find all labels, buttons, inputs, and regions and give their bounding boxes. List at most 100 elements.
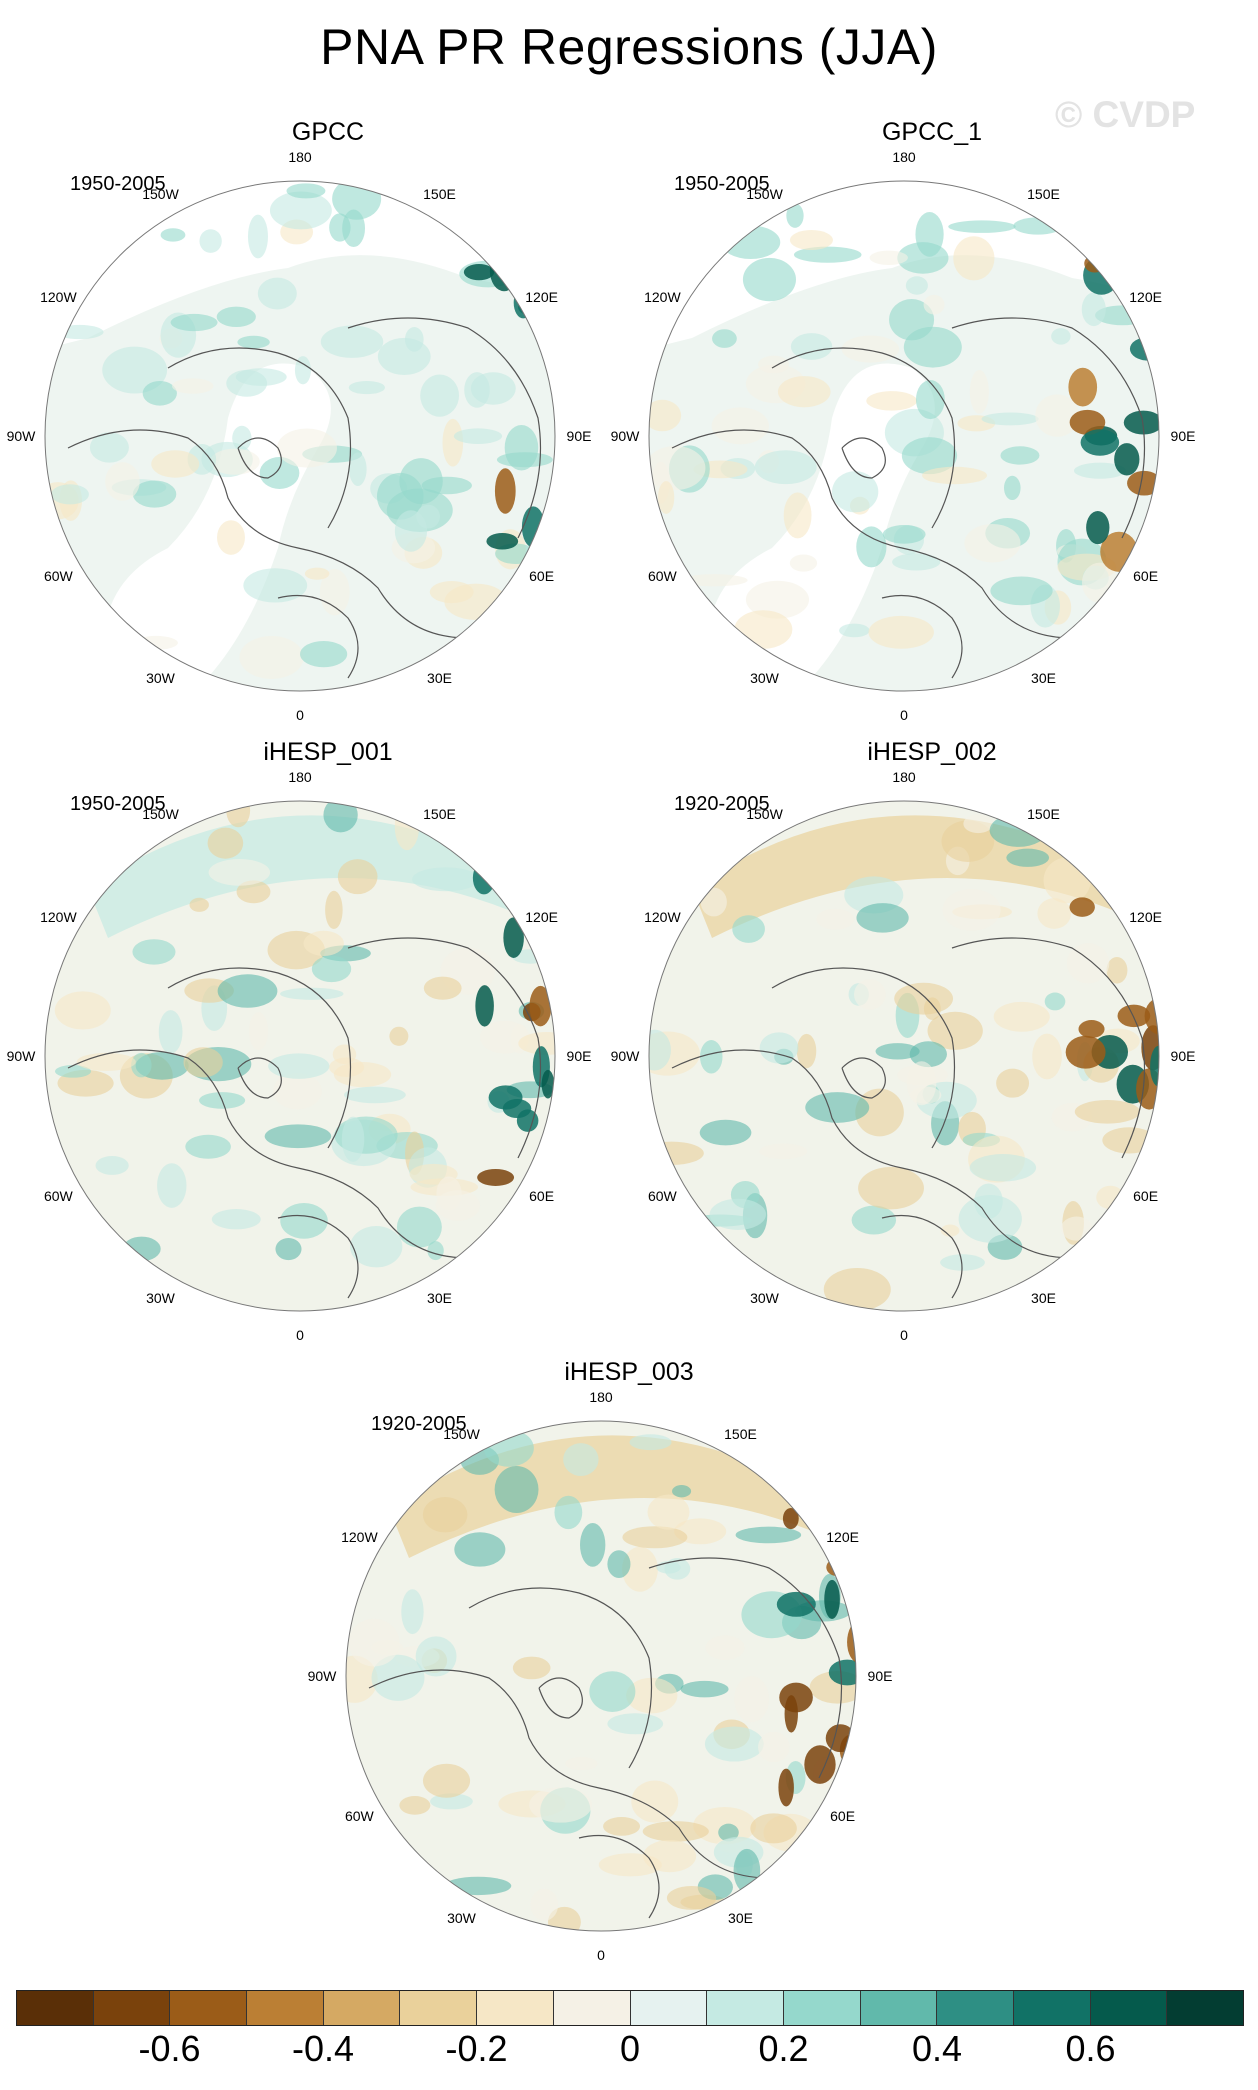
- anomaly-patch: [712, 329, 737, 348]
- colorbar-swatch: [1090, 1991, 1168, 2025]
- anomaly-patch: [754, 450, 817, 485]
- colorbar-tick-label: -0.2: [445, 2028, 508, 2069]
- anomaly-patch: [958, 1194, 1022, 1243]
- anomaly-patch: [629, 1434, 672, 1451]
- strong-anomaly-patch: [502, 1099, 532, 1119]
- anomaly-patch: [430, 1793, 473, 1810]
- strong-anomaly-patch: [477, 1168, 515, 1186]
- longitude-label: 30W: [146, 1289, 175, 1306]
- precip-field: [649, 801, 1159, 1311]
- longitude-label: 90W: [610, 1048, 640, 1064]
- anomaly-patch: [700, 1040, 723, 1074]
- strong-anomaly-patch: [1065, 1035, 1106, 1069]
- anomaly-patch: [903, 326, 962, 368]
- colorbar-tick-label: 0: [619, 2028, 641, 2069]
- longitude-label: 30W: [750, 669, 779, 686]
- colorbar-swatch: [553, 1991, 631, 2025]
- anomaly-patch: [700, 887, 727, 917]
- longitude-label: 150E: [724, 1426, 757, 1443]
- strong-anomaly-patch: [511, 891, 541, 910]
- anomaly-patch: [832, 471, 879, 513]
- anomaly-patch: [199, 229, 222, 253]
- anomaly-patch: [1066, 943, 1110, 984]
- strong-anomaly-patch: [523, 864, 555, 912]
- anomaly-patch: [963, 814, 994, 834]
- coastline: [771, 347, 956, 529]
- map-panel-ihesp-002: iHESP_002 1920-2005 180 150E 120E 90E 60E 30E…: [611, 738, 1212, 1343]
- anomaly-patch: [494, 1465, 539, 1513]
- panel-title: GPCC: [291, 118, 365, 146]
- anomaly-patch: [217, 974, 278, 1008]
- longitude-label: 60E: [529, 1187, 555, 1204]
- anomaly-patch: [348, 380, 386, 395]
- longitude-label: 90E: [566, 428, 592, 444]
- strong-anomaly-patch: [1106, 879, 1128, 907]
- anomaly-patch: [869, 250, 908, 266]
- strong-anomaly-patch: [529, 985, 552, 1027]
- longitude-label: 120W: [341, 1528, 378, 1545]
- panel-period: 1950-2005: [674, 173, 770, 195]
- anomaly-patch: [350, 1226, 403, 1268]
- anomaly-patch: [444, 1876, 512, 1896]
- anomaly-patch: [157, 1163, 187, 1208]
- anomaly-patch: [858, 1166, 924, 1210]
- anomaly-patch: [396, 1206, 442, 1248]
- anomaly-patch: [783, 492, 812, 539]
- colorbar-swatch: [93, 1991, 171, 2025]
- anomaly-patch: [777, 376, 831, 408]
- anomaly-patch: [300, 640, 348, 668]
- polar-map: [44, 800, 556, 1312]
- anomaly-patch: [273, 1072, 322, 1110]
- longitude-label: 150E: [423, 806, 456, 823]
- anomaly-patch: [622, 1546, 658, 1592]
- colorbar-swatch: [1167, 1991, 1243, 2025]
- anomaly-patch: [102, 346, 168, 394]
- map-panel-ihesp-003: iHESP_003 1920-2005 180 150E 120E 90E 60E 30E…: [308, 1358, 909, 1963]
- anomaly-patch: [483, 1429, 534, 1467]
- anomaly-patch: [855, 1088, 904, 1137]
- longitude-label: 60W: [647, 567, 677, 584]
- longitude-label: 150W: [443, 1426, 480, 1443]
- anomaly-patch: [672, 1485, 692, 1498]
- map-border: [345, 1420, 857, 1932]
- anomaly-patch: [55, 324, 104, 340]
- anomaly-patch: [275, 1238, 302, 1261]
- anomaly-patch: [337, 859, 378, 895]
- anomaly-patch: [344, 1086, 406, 1104]
- anomaly-patch: [711, 407, 770, 445]
- longitude-label: 90E: [566, 1048, 592, 1064]
- coastline: [771, 967, 956, 1149]
- anomaly-patch: [264, 1124, 332, 1149]
- anomaly-patch: [563, 1443, 599, 1476]
- colorbar-swatch: [937, 1991, 1014, 2025]
- anomaly-patch: [789, 554, 818, 572]
- strong-anomaly-patch: [472, 861, 496, 895]
- strong-anomaly-patch: [486, 225, 499, 243]
- anomaly-patch: [607, 1550, 631, 1579]
- anomaly-patch: [1035, 394, 1080, 437]
- coastline: [841, 1057, 886, 1099]
- strong-anomaly-patch: [1084, 254, 1106, 273]
- anomaly-patch: [280, 987, 344, 1000]
- coastline: [277, 594, 359, 679]
- anomaly-patch: [151, 450, 200, 478]
- anomaly-patch: [680, 1680, 729, 1698]
- coastline: [881, 1214, 963, 1299]
- coastline: [578, 1834, 660, 1919]
- anomaly-patch: [759, 1143, 808, 1159]
- longitude-label: 150W: [746, 806, 783, 823]
- anomaly-patch: [269, 191, 332, 230]
- colorbar-swatch: [860, 1991, 938, 2025]
- anomaly-patch: [666, 1886, 717, 1910]
- anomaly-patch: [790, 333, 833, 360]
- map-panel-gpcc-1: GPCC_1 1950-2005 180 150E 120E 90E 60E 30E 0 30…: [611, 118, 1212, 723]
- longitude-label: 60W: [43, 567, 73, 584]
- precip-field: [45, 181, 555, 691]
- anomaly-patch: [718, 1823, 739, 1842]
- longitude-label: 30E: [728, 1909, 753, 1926]
- anomaly-patch: [796, 1033, 817, 1069]
- anomaly-patch: [990, 576, 1053, 606]
- anomaly-patch: [1106, 957, 1128, 984]
- anomaly-patch: [969, 1154, 1037, 1182]
- coastline: [347, 937, 542, 1159]
